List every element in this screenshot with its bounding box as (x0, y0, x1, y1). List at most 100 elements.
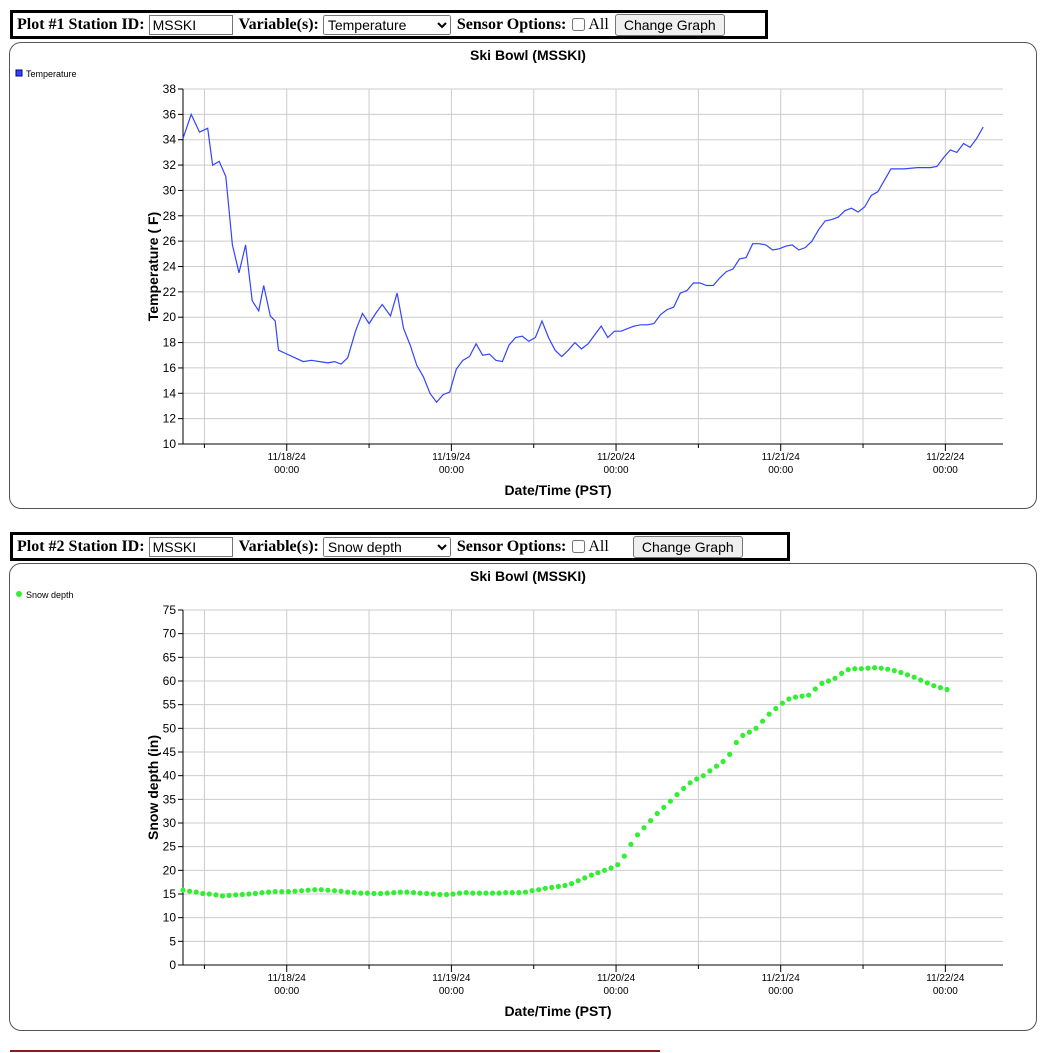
snow-depth-point (384, 890, 390, 896)
snow-depth-point (404, 889, 410, 895)
snow-depth-point (391, 890, 397, 896)
x-axis-label: Date/Time (PST) (504, 1003, 611, 1019)
x-tick-label-time: 00:00 (439, 986, 464, 997)
plot2-panel: Ski Bowl (MSSKI) Snow depth 0 5 10 15 20 25 30 35… (9, 563, 1037, 1031)
snow-depth-point (773, 705, 779, 712)
y-tick-label: 25 (163, 840, 177, 854)
snow-depth-point (292, 888, 298, 894)
legend-label: Snow depth (26, 590, 74, 600)
snow-depth-point (503, 890, 509, 896)
snow-depth-point (542, 885, 548, 891)
y-tick-label: 10 (163, 437, 177, 451)
snow-depth-point (707, 768, 713, 774)
snow-depth-point (378, 890, 384, 897)
x-tick-label-date: 11/19/24 (432, 452, 471, 463)
y-tick-label: 18 (163, 336, 177, 350)
snow-depth-point (358, 890, 364, 896)
plot2-controls: Plot #2 Station ID: Variable(s): Snow de… (10, 532, 790, 561)
legend-swatch (15, 69, 23, 77)
snow-depth-point (845, 667, 851, 673)
x-tick-label-date: 11/20/24 (597, 973, 636, 984)
snow-depth-point (193, 889, 199, 895)
y-tick-label: 12 (163, 412, 177, 426)
snow-depth-point (792, 694, 799, 700)
snow-depth-point (483, 890, 489, 896)
plot2-sensor-label: Sensor Options: (456, 537, 567, 555)
plot1-sensor-label: Sensor Options: (456, 15, 567, 33)
snow-depth-point (331, 888, 338, 894)
snow-depth-point (246, 891, 252, 897)
snow-depth-point (694, 776, 700, 782)
snow-depth-point (226, 892, 232, 898)
footer-divider (10, 1050, 660, 1052)
snow-depth-point (595, 870, 601, 876)
plot1-station-label: Plot #1 Station ID: (17, 15, 145, 33)
snow-depth-point (667, 798, 674, 804)
snow-depth-point (200, 890, 206, 897)
snow-depth-point (766, 711, 772, 717)
plot2-station-input[interactable] (148, 536, 233, 557)
snow-depth-point (299, 888, 305, 894)
snow-depth-point (911, 674, 917, 680)
snow-depth-point (865, 665, 871, 671)
snow-depth-point (180, 887, 186, 893)
snow-depth-point (516, 890, 522, 896)
plot2-change-graph-button[interactable]: Change Graph (632, 535, 743, 558)
snow-depth-point (345, 889, 351, 895)
snow-depth-point (305, 887, 311, 893)
x-tick-label-date: 11/18/24 (268, 452, 307, 463)
snow-depth-point (812, 686, 818, 692)
snow-depth-point (733, 739, 739, 746)
snow-depth-point (819, 680, 825, 686)
y-tick-label: 5 (169, 934, 176, 948)
y-tick-label: 65 (163, 650, 177, 664)
plot2-all-checkbox[interactable] (572, 540, 586, 553)
plot2-variable-select[interactable]: Snow depth (322, 536, 451, 557)
x-tick-label-time: 00:00 (604, 986, 629, 997)
x-tick-label-time: 00:00 (604, 465, 629, 476)
y-tick-label: 14 (163, 386, 177, 400)
y-tick-label: 30 (163, 183, 177, 197)
snow-depth-point (219, 893, 226, 899)
snow-depth-point (641, 825, 647, 831)
snow-depth-point (582, 875, 588, 881)
y-tick-label: 20 (163, 863, 177, 877)
plot1-chart: Ski Bowl (MSSKI) Temperature 10 12 14 16 18 20 2… (15, 47, 1003, 498)
snow-depth-point (325, 887, 331, 893)
y-tick-label: 26 (163, 234, 177, 248)
snow-depth-point (944, 686, 950, 693)
y-tick-label: 36 (163, 107, 177, 121)
snow-depth-point (891, 668, 897, 674)
y-tick-label: 16 (163, 361, 177, 375)
y-axis-label: Snow depth (in) (145, 735, 161, 840)
plot1-variable-select[interactable]: Temperature (322, 14, 451, 35)
plot1-controls: Plot #1 Station ID: Variable(s): Tempera… (10, 10, 768, 39)
snow-depth-point (272, 889, 278, 895)
x-tick-label-date: 11/20/24 (597, 452, 636, 463)
snow-depth-point (661, 804, 667, 810)
snow-depth-point (700, 773, 706, 779)
snow-depth-point (397, 889, 403, 895)
x-tick-label-date: 11/19/24 (432, 973, 471, 984)
plot1-all-checkbox[interactable] (572, 18, 586, 31)
snow-depth-point (727, 751, 733, 757)
chart-title: Ski Bowl (MSSKI) (470, 47, 586, 63)
x-tick-label-time: 00:00 (933, 465, 958, 476)
plot2-chart: Ski Bowl (MSSKI) Snow depth 0 5 10 15 20 25 30 35… (16, 568, 1003, 1019)
snow-depth-point (417, 890, 423, 896)
x-tick-label-date: 11/21/24 (762, 452, 801, 463)
snow-depth-point (555, 883, 562, 889)
snow-depth-point (470, 890, 476, 896)
plot1-change-graph-button[interactable]: Change Graph (614, 13, 725, 36)
snow-depth-point (443, 891, 450, 898)
snow-depth-point (885, 666, 891, 672)
snow-depth-point (799, 693, 805, 699)
snow-depth-point (872, 665, 878, 671)
snow-depth-point (786, 696, 792, 702)
plot1-station-input[interactable] (148, 14, 233, 35)
temperature-series-line (182, 112, 984, 404)
snow-depth-point (424, 890, 430, 897)
legend-label: Temperature (26, 69, 77, 79)
snow-depth-point (450, 891, 456, 897)
snow-depth-point (674, 792, 680, 798)
